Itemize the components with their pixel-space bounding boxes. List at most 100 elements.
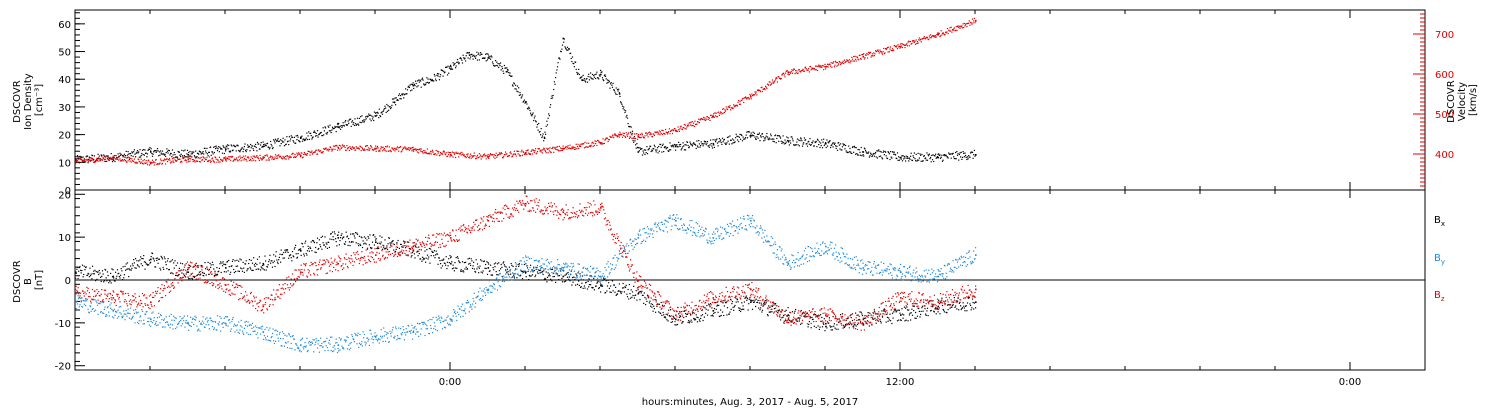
density-point [879,150,881,152]
bx-point [173,262,175,264]
by-point [177,323,179,325]
velocity-point [460,154,462,156]
bx-point [463,271,465,273]
velocity-point [951,29,954,31]
velocity-point [650,132,652,134]
bx-point [573,276,575,278]
density-point [227,148,229,150]
density-point [901,155,903,157]
bx-point [867,312,869,314]
bx-point [652,310,654,312]
bx-point [728,313,730,315]
bx-point [540,269,542,271]
bx-point [655,311,657,313]
velocity-point [365,145,367,148]
velocity-point [443,151,445,153]
density-point [639,147,641,149]
bx-point [836,324,838,326]
density-point [277,138,279,140]
by-point [113,308,115,310]
velocity-point [618,136,620,138]
density-point [491,61,494,63]
velocity-point [706,116,709,118]
bx-point [286,250,288,252]
velocity-point [574,146,576,148]
velocity-point [493,156,495,158]
bx-point [200,264,202,267]
velocity-point [822,65,824,67]
density-point [273,140,275,142]
density-point [822,141,824,143]
velocity-point [760,87,762,89]
bx-data-point [450,262,452,265]
velocity-point [938,32,940,34]
velocity-point [258,159,260,162]
density-point [478,59,480,61]
bx-point [78,270,80,272]
velocity-point [321,152,324,154]
bx-point [945,300,947,302]
density-point [245,151,247,153]
velocity-point [768,81,770,83]
density-point [515,84,517,86]
bx-point [321,248,323,250]
velocity-point [659,134,661,136]
bx-point [128,268,130,270]
velocity-point [130,161,132,163]
bx-point [468,257,470,259]
density-point [776,137,778,140]
density-point [205,152,207,154]
density-point [536,124,539,126]
velocity-point [698,122,700,124]
velocity-point [267,159,269,161]
bx-point [178,267,180,269]
velocity-point [742,97,744,99]
bx-point [378,242,380,244]
bx-point [572,281,574,283]
velocity-point [657,133,659,135]
density-point [806,145,809,147]
velocity-point [315,149,317,151]
velocity-point [240,157,242,159]
velocity-point [805,68,807,70]
bx-point [361,237,363,239]
density-point [691,144,693,146]
velocity-point [91,158,94,160]
density-point [972,157,974,159]
velocity-point [495,152,497,154]
velocity-point [250,156,252,158]
density-point [638,150,640,152]
density-point [756,133,759,135]
density-point [296,139,298,141]
bx-point [325,246,327,248]
density-point [617,90,619,92]
by-point [116,317,119,319]
velocity-point [503,155,505,158]
bx-point [525,276,527,278]
density-point [741,140,744,142]
by-point [156,324,158,327]
bx-point [783,314,785,316]
bx-point [360,236,362,238]
density-point [965,156,967,158]
bx-point [747,309,749,311]
bx-point [418,253,420,255]
bx-point [730,308,732,310]
velocity-point [313,151,315,154]
density-point [553,81,555,83]
bx-point [615,286,617,288]
density-point [597,77,599,79]
bx-point [611,279,613,281]
density-point [140,156,142,158]
velocity-point [231,156,233,158]
density-point [645,149,647,151]
by-point [202,316,204,318]
velocity-point [797,72,799,74]
density-point [644,153,646,156]
density-point [325,127,327,129]
velocity-point [173,161,175,164]
bx-point [353,235,355,237]
density-data-point [300,137,302,139]
by-point [241,330,244,332]
velocity-data-point [412,148,415,151]
